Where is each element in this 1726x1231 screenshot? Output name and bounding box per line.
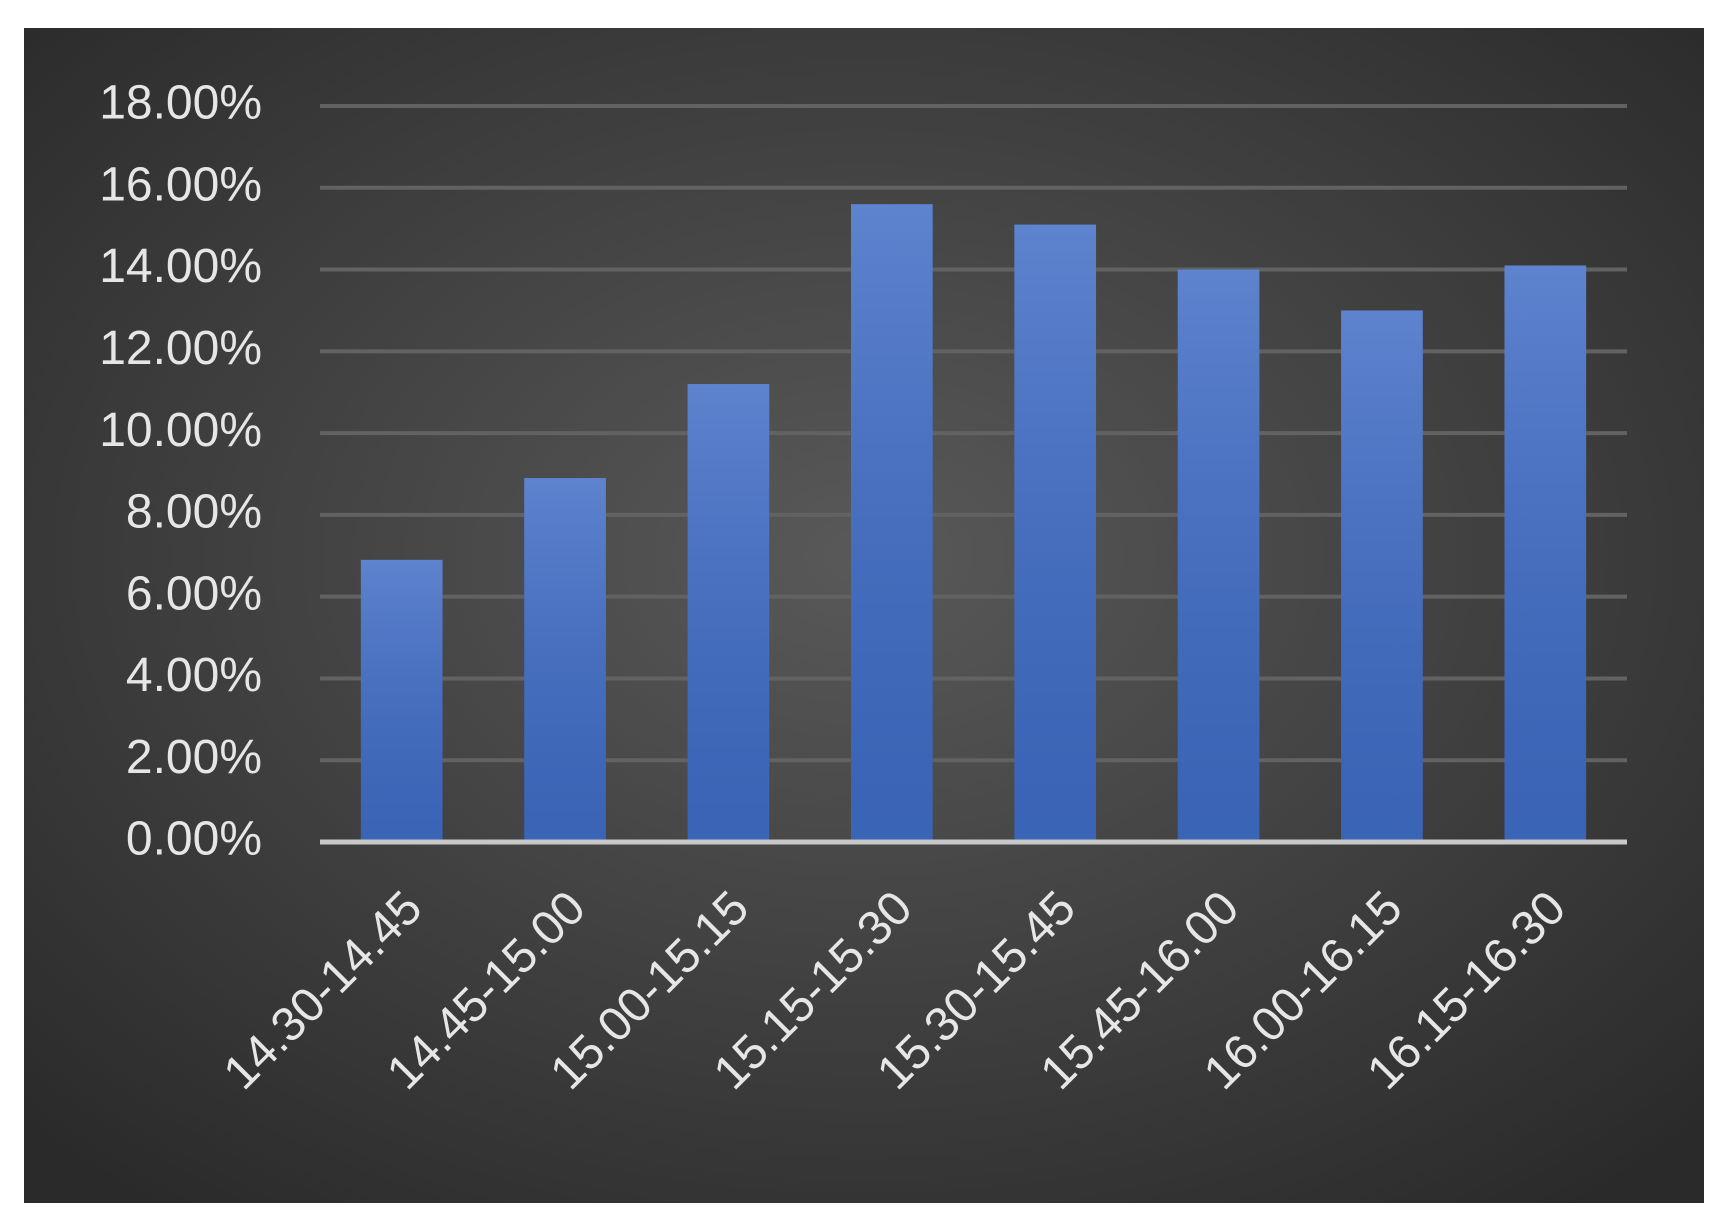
bar-shine bbox=[1341, 310, 1423, 842]
y-tick-label: 18.00% bbox=[99, 77, 262, 130]
y-tick-label: 10.00% bbox=[99, 404, 262, 457]
bar-shine bbox=[1177, 269, 1260, 842]
bar-shine bbox=[850, 204, 933, 843]
y-tick-label: 14.00% bbox=[99, 240, 262, 293]
y-tick-label: 4.00% bbox=[126, 649, 262, 702]
bar-shine bbox=[687, 384, 770, 842]
y-tick-label: 12.00% bbox=[99, 322, 262, 375]
bar-shine bbox=[1504, 265, 1587, 842]
y-tick-label: 16.00% bbox=[99, 158, 262, 211]
y-tick-label: 6.00% bbox=[126, 567, 262, 620]
bar-shine bbox=[524, 478, 606, 842]
y-tick-label: 2.00% bbox=[126, 731, 262, 784]
bar-shine bbox=[1014, 224, 1097, 843]
bar-shine bbox=[360, 559, 443, 842]
y-tick-label: 8.00% bbox=[126, 486, 262, 539]
y-tick-label: 0.00% bbox=[126, 813, 262, 866]
